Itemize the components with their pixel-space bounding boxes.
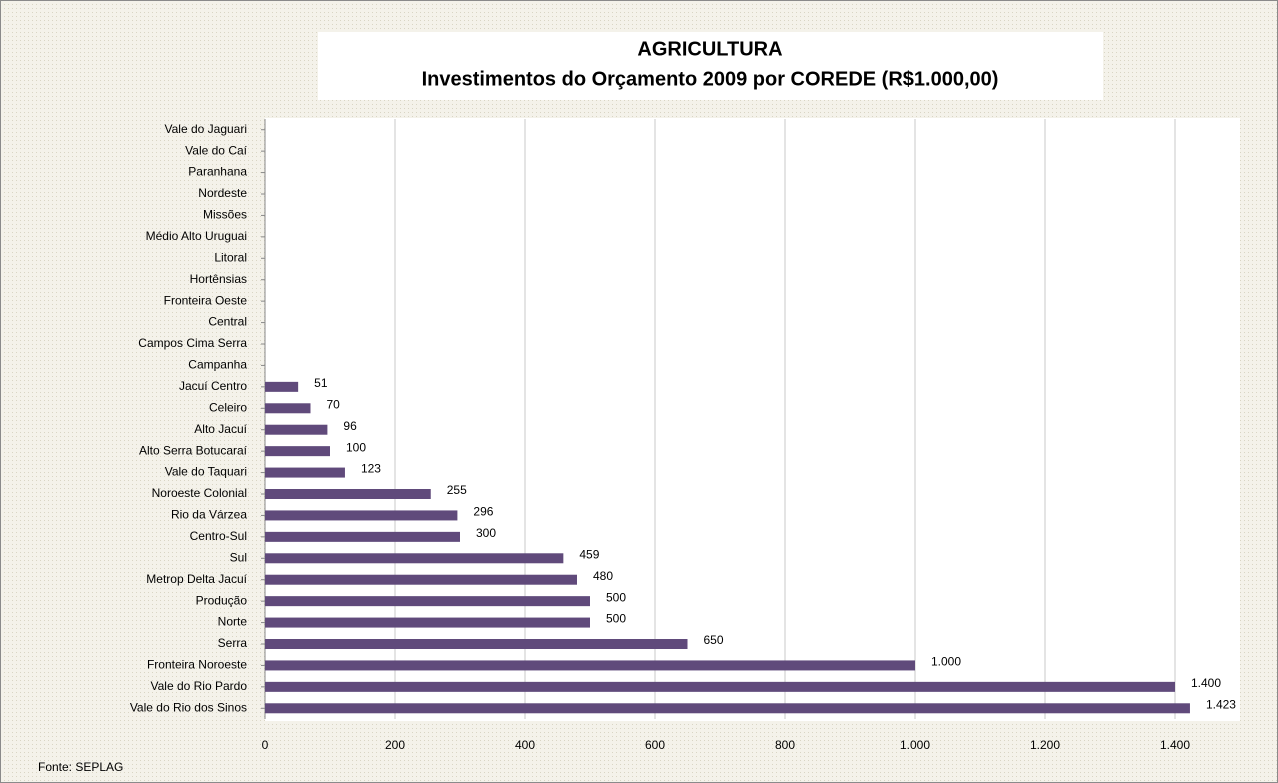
data-label: 459 xyxy=(579,547,599,561)
y-tick-label: Fronteira Oeste xyxy=(164,293,248,307)
y-tick-label: Campanha xyxy=(188,358,247,372)
x-tick-label: 0 xyxy=(262,738,269,752)
bar xyxy=(265,531,460,542)
bar xyxy=(265,489,431,499)
bar xyxy=(265,703,1190,714)
x-tick-label: 400 xyxy=(515,738,535,752)
data-label: 96 xyxy=(343,419,357,433)
y-tick-label: Norte xyxy=(218,615,248,629)
bar xyxy=(265,681,1175,692)
data-label: 500 xyxy=(606,590,626,604)
data-label: 70 xyxy=(327,397,341,411)
bar xyxy=(265,446,330,457)
y-tick-label: Vale do Caí xyxy=(185,143,247,157)
data-label: 123 xyxy=(361,462,381,476)
y-tick-label: Vale do Rio dos Sinos xyxy=(130,700,247,714)
x-tick-label: 1.200 xyxy=(1030,738,1060,752)
x-tick-label: 200 xyxy=(385,738,405,752)
bar xyxy=(265,660,915,671)
bar xyxy=(265,381,299,392)
y-tick-label: Campos Cima Serra xyxy=(138,336,247,350)
y-tick-label: Central xyxy=(208,315,247,329)
y-tick-label: Fronteira Noroeste xyxy=(147,658,247,672)
y-tick-label: Missões xyxy=(203,208,247,222)
y-tick-label: Vale do Jaguari xyxy=(165,122,248,136)
x-tick-label: 800 xyxy=(775,738,795,752)
y-tick-label: Hortênsias xyxy=(190,272,247,286)
bar xyxy=(265,596,590,607)
data-label: 51 xyxy=(314,376,328,390)
data-label: 296 xyxy=(473,505,493,519)
bar xyxy=(265,510,458,521)
y-tick-label: Nordeste xyxy=(198,186,247,200)
chart-subtitle: Investimentos do Orçamento 2009 por CORE… xyxy=(422,68,999,90)
plot-area xyxy=(265,118,1240,721)
chart-title: AGRICULTURA xyxy=(637,38,782,60)
data-label: 1.423 xyxy=(1206,697,1236,711)
x-tick-label: 600 xyxy=(645,738,665,752)
bar xyxy=(265,639,688,649)
x-tick-label: 1.000 xyxy=(900,738,930,752)
y-tick-label: Celeiro xyxy=(209,400,247,414)
y-tick-label: Vale do Taquari xyxy=(165,465,247,479)
y-tick-label: Centro-Sul xyxy=(190,529,247,543)
data-label: 650 xyxy=(704,633,724,647)
y-tick-label: Noroeste Colonial xyxy=(152,486,247,500)
y-tick-label: Rio da Várzea xyxy=(171,508,247,522)
data-label: 300 xyxy=(476,526,496,540)
data-label: 255 xyxy=(447,483,467,497)
y-tick-label: Alto Jacuí xyxy=(194,422,247,436)
y-tick-label: Litoral xyxy=(214,250,247,264)
y-tick-label: Paranhana xyxy=(188,165,247,179)
data-label: 500 xyxy=(606,612,626,626)
y-tick-label: Serra xyxy=(218,636,248,650)
y-tick-label: Médio Alto Uruguai xyxy=(146,229,247,243)
y-tick-label: Alto Serra Botucaraí xyxy=(139,443,248,457)
x-tick-label: 1.400 xyxy=(1160,738,1190,752)
bar xyxy=(265,574,577,585)
bar xyxy=(265,424,328,435)
y-tick-label: Metrop Delta Jacuí xyxy=(146,572,247,586)
title-box xyxy=(318,32,1103,100)
data-label: 100 xyxy=(346,440,366,454)
bar xyxy=(265,553,564,564)
y-tick-label: Produção xyxy=(196,593,248,607)
data-label: 480 xyxy=(593,569,613,583)
bar xyxy=(265,467,345,478)
data-label: 1.000 xyxy=(931,655,961,669)
y-tick-label: Jacuí Centro xyxy=(179,379,247,393)
y-tick-label: Vale do Rio Pardo xyxy=(150,679,247,693)
y-tick-label: Sul xyxy=(230,550,247,564)
data-label: 1.400 xyxy=(1191,676,1221,690)
bar xyxy=(265,617,590,628)
source-note: Fonte: SEPLAG xyxy=(38,760,123,774)
bar xyxy=(265,403,311,414)
